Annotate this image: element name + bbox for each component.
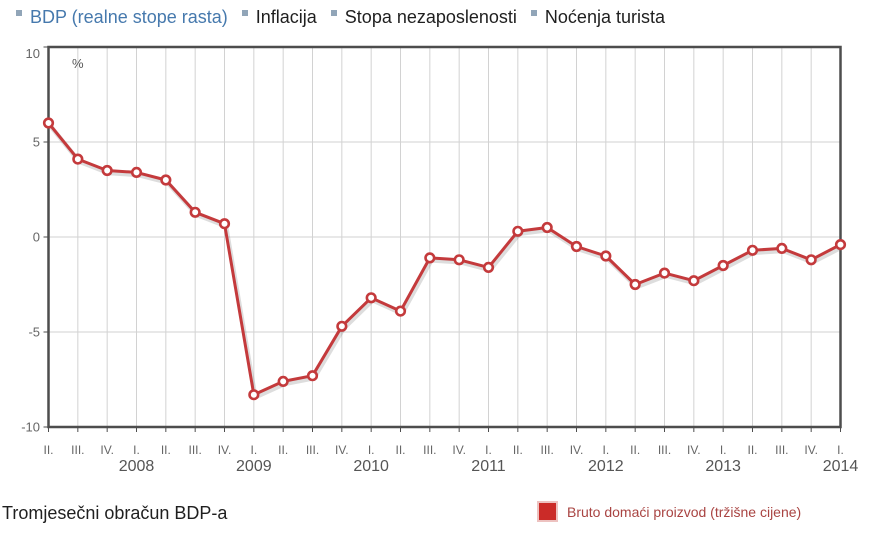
x-tick-label: II. (278, 443, 288, 457)
data-point-marker (453, 254, 465, 266)
x-tick-label: I. (368, 443, 375, 457)
tab-nocenja-turista[interactable]: Noćenja turista (530, 6, 665, 28)
tab-nocenja-turista-label: Noćenja turista (544, 7, 665, 27)
data-point-marker (189, 206, 201, 218)
data-point-marker (394, 305, 407, 317)
x-year-label: 2014 (823, 458, 859, 475)
chart-legend: Bruto domaći proizvod (tržišne cijene) (537, 501, 801, 522)
plot-border (47, 45, 842, 429)
data-point-marker (277, 375, 289, 388)
legend-color-swatch (537, 501, 558, 522)
data-point-marker (834, 239, 847, 251)
y-tick-label: 0 (33, 230, 40, 245)
data-point-marker (42, 117, 55, 129)
data-point-marker (218, 218, 231, 230)
data-point-marker (101, 164, 113, 177)
y-tick-label: -10 (21, 420, 40, 435)
x-tick-label: IV. (452, 443, 466, 457)
data-point-marker (570, 240, 583, 253)
chart-caption: Tromjesečni obračun BDP-a (2, 503, 228, 523)
x-year-label: 2010 (353, 458, 389, 475)
data-point-marker (424, 252, 436, 264)
tab-bdp-label: BDP (realne stope rasta) (30, 7, 228, 27)
x-tick-label: II. (747, 443, 757, 457)
data-point-marker (336, 320, 348, 332)
data-point-marker (805, 254, 817, 266)
x-tick-label: III. (306, 443, 319, 457)
gdp-line-chart: 10 5 0 -5 -10% II. III. IV. I. II. III. IV. I. II. III… (21, 45, 859, 475)
dataset-tabs: BDP (realne stope rasta) Inflacija Stopa… (16, 6, 665, 28)
data-point-marker (160, 174, 172, 186)
data-point-marker (512, 225, 524, 237)
gdp-series-line (47, 121, 842, 397)
x-tick-label: II. (43, 443, 53, 457)
x-tick-label: III. (540, 443, 553, 457)
x-year-label: 2012 (588, 458, 624, 475)
y-tick-label: -5 (28, 325, 40, 340)
x-tick-label: I. (133, 443, 140, 457)
x-tick-label: III. (188, 443, 201, 457)
tab-inflacija-label: Inflacija (255, 7, 317, 27)
tab-stopa-nezaposlenosti-label: Stopa nezaposlenosti (344, 7, 517, 27)
square-bullet-icon (530, 10, 537, 16)
data-point-marker (72, 153, 84, 165)
x-year-label: 2008 (119, 458, 155, 475)
x-tick-label: I. (720, 443, 727, 457)
data-point-marker (306, 370, 319, 382)
data-point-marker (130, 166, 143, 178)
tab-bdp[interactable]: BDP (realne stope rasta) (16, 6, 228, 28)
data-point-marker (600, 250, 612, 262)
x-tick-label: IV. (570, 443, 584, 457)
square-bullet-icon (330, 10, 337, 16)
tab-inflacija[interactable]: Inflacija (241, 6, 317, 28)
x-tick-label: I. (837, 443, 844, 457)
data-point-marker (482, 261, 495, 274)
x-tick-label: III. (423, 443, 436, 457)
x-tick-label: II. (513, 443, 523, 457)
x-tick-label: IV. (687, 443, 701, 457)
tab-stopa-nezaposlenosti[interactable]: Stopa nezaposlenosti (330, 6, 517, 28)
x-year-label: 2013 (705, 458, 741, 475)
data-point-marker (688, 275, 700, 287)
x-tick-label: IV. (335, 443, 349, 457)
y-axis-unit-label: % (72, 56, 84, 71)
y-tick-label: 5 (33, 135, 40, 150)
x-year-label: 2009 (236, 458, 272, 475)
data-point-marker (746, 244, 759, 256)
square-bullet-icon (241, 10, 248, 16)
x-tick-label: IV. (804, 443, 818, 457)
x-tick-label: III. (775, 443, 788, 457)
data-point-marker (365, 292, 377, 304)
x-year-label: 2011 (471, 458, 506, 475)
data-point-marker (541, 221, 553, 234)
x-tick-label: II. (630, 443, 640, 457)
x-tick-label: IV. (218, 443, 232, 457)
x-tick-label: I. (485, 443, 492, 457)
x-tick-label: III. (658, 443, 671, 457)
x-tick-label: I. (250, 443, 257, 457)
square-bullet-icon (16, 10, 22, 16)
data-point-marker (717, 259, 729, 272)
data-point-marker (776, 242, 788, 254)
x-tick-label: II. (395, 443, 405, 457)
legend-label: Bruto domaći proizvod (tržišne cijene) (567, 503, 802, 520)
data-point-marker (248, 389, 260, 401)
data-point-marker (629, 278, 641, 291)
x-tick-label: II. (161, 443, 171, 457)
x-tick-label: III. (71, 443, 84, 457)
x-tick-label: IV. (100, 443, 114, 457)
data-point-marker (658, 267, 671, 279)
x-tick-label: I. (602, 443, 609, 457)
y-tick-label: 10 (26, 46, 40, 61)
